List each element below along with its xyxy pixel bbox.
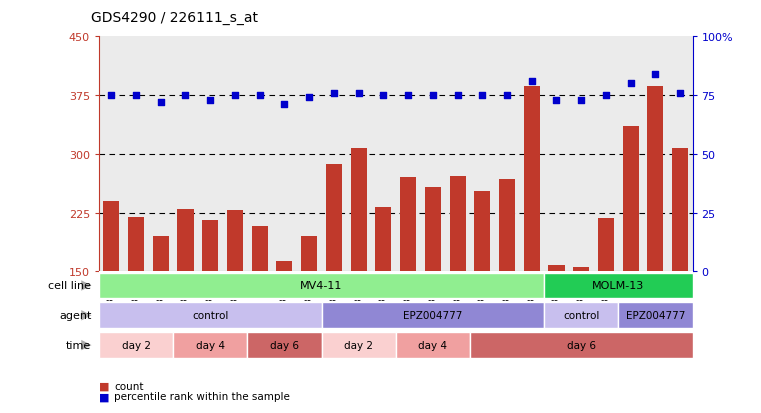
FancyBboxPatch shape [174, 332, 247, 358]
Bar [499, 180, 515, 272]
Point [253, 93, 266, 99]
FancyBboxPatch shape [99, 332, 174, 358]
Polygon shape [81, 310, 91, 321]
FancyBboxPatch shape [321, 332, 396, 358]
Text: percentile rank within the sample: percentile rank within the sample [114, 392, 290, 401]
Polygon shape [81, 340, 91, 351]
FancyBboxPatch shape [99, 303, 321, 328]
Text: day 6: day 6 [567, 340, 596, 350]
Bar [128, 217, 144, 272]
FancyBboxPatch shape [396, 332, 470, 358]
Point [674, 90, 686, 97]
Text: day 4: day 4 [419, 340, 447, 350]
Bar [425, 188, 441, 272]
Bar [202, 221, 218, 272]
Point [279, 102, 291, 109]
Bar [351, 149, 367, 272]
Point [154, 100, 167, 106]
Text: day 4: day 4 [196, 340, 224, 350]
Bar [326, 165, 342, 272]
Text: ■: ■ [99, 381, 110, 391]
Bar [177, 209, 193, 272]
Bar [648, 86, 664, 272]
Bar [524, 86, 540, 272]
Point [180, 93, 192, 99]
Text: MV4-11: MV4-11 [301, 281, 342, 291]
Point [649, 71, 661, 78]
Bar [573, 268, 589, 272]
Text: control: control [192, 311, 228, 320]
Bar [252, 226, 268, 272]
Text: agent: agent [59, 311, 91, 320]
Text: EPZ004777: EPZ004777 [403, 311, 463, 320]
Text: day 2: day 2 [122, 340, 151, 350]
Bar [450, 176, 466, 272]
Polygon shape [81, 280, 91, 291]
Text: count: count [114, 381, 144, 391]
Text: control: control [563, 311, 600, 320]
Bar [227, 211, 243, 272]
Text: cell line: cell line [48, 281, 91, 291]
Point [427, 93, 439, 99]
Point [625, 81, 637, 88]
Point [600, 93, 612, 99]
Bar [598, 218, 614, 272]
Bar [474, 192, 490, 272]
Text: MOLM-13: MOLM-13 [592, 281, 645, 291]
FancyBboxPatch shape [247, 332, 321, 358]
Bar [672, 149, 688, 272]
FancyBboxPatch shape [544, 273, 693, 299]
Bar [400, 178, 416, 272]
Text: GDS4290 / 226111_s_at: GDS4290 / 226111_s_at [91, 11, 258, 25]
FancyBboxPatch shape [99, 273, 544, 299]
Text: EPZ004777: EPZ004777 [626, 311, 685, 320]
FancyBboxPatch shape [321, 303, 544, 328]
Point [105, 93, 117, 99]
FancyBboxPatch shape [470, 332, 693, 358]
Bar [375, 208, 391, 272]
Bar [549, 266, 565, 272]
Point [130, 93, 142, 99]
Text: day 2: day 2 [344, 340, 373, 350]
Point [303, 95, 315, 102]
Point [402, 93, 414, 99]
Point [526, 78, 538, 85]
Bar [153, 237, 169, 272]
Bar [276, 261, 292, 272]
Point [352, 90, 365, 97]
FancyBboxPatch shape [544, 303, 618, 328]
Text: ■: ■ [99, 392, 110, 401]
Bar [103, 202, 119, 272]
Point [550, 97, 562, 104]
Point [204, 97, 216, 104]
Point [451, 93, 463, 99]
FancyBboxPatch shape [618, 303, 693, 328]
Text: day 6: day 6 [270, 340, 299, 350]
Point [328, 90, 340, 97]
Text: time: time [66, 340, 91, 350]
Point [377, 93, 390, 99]
Bar [622, 127, 638, 272]
Point [501, 93, 513, 99]
Bar [301, 237, 317, 272]
Point [476, 93, 489, 99]
Point [575, 97, 587, 104]
Point [229, 93, 241, 99]
